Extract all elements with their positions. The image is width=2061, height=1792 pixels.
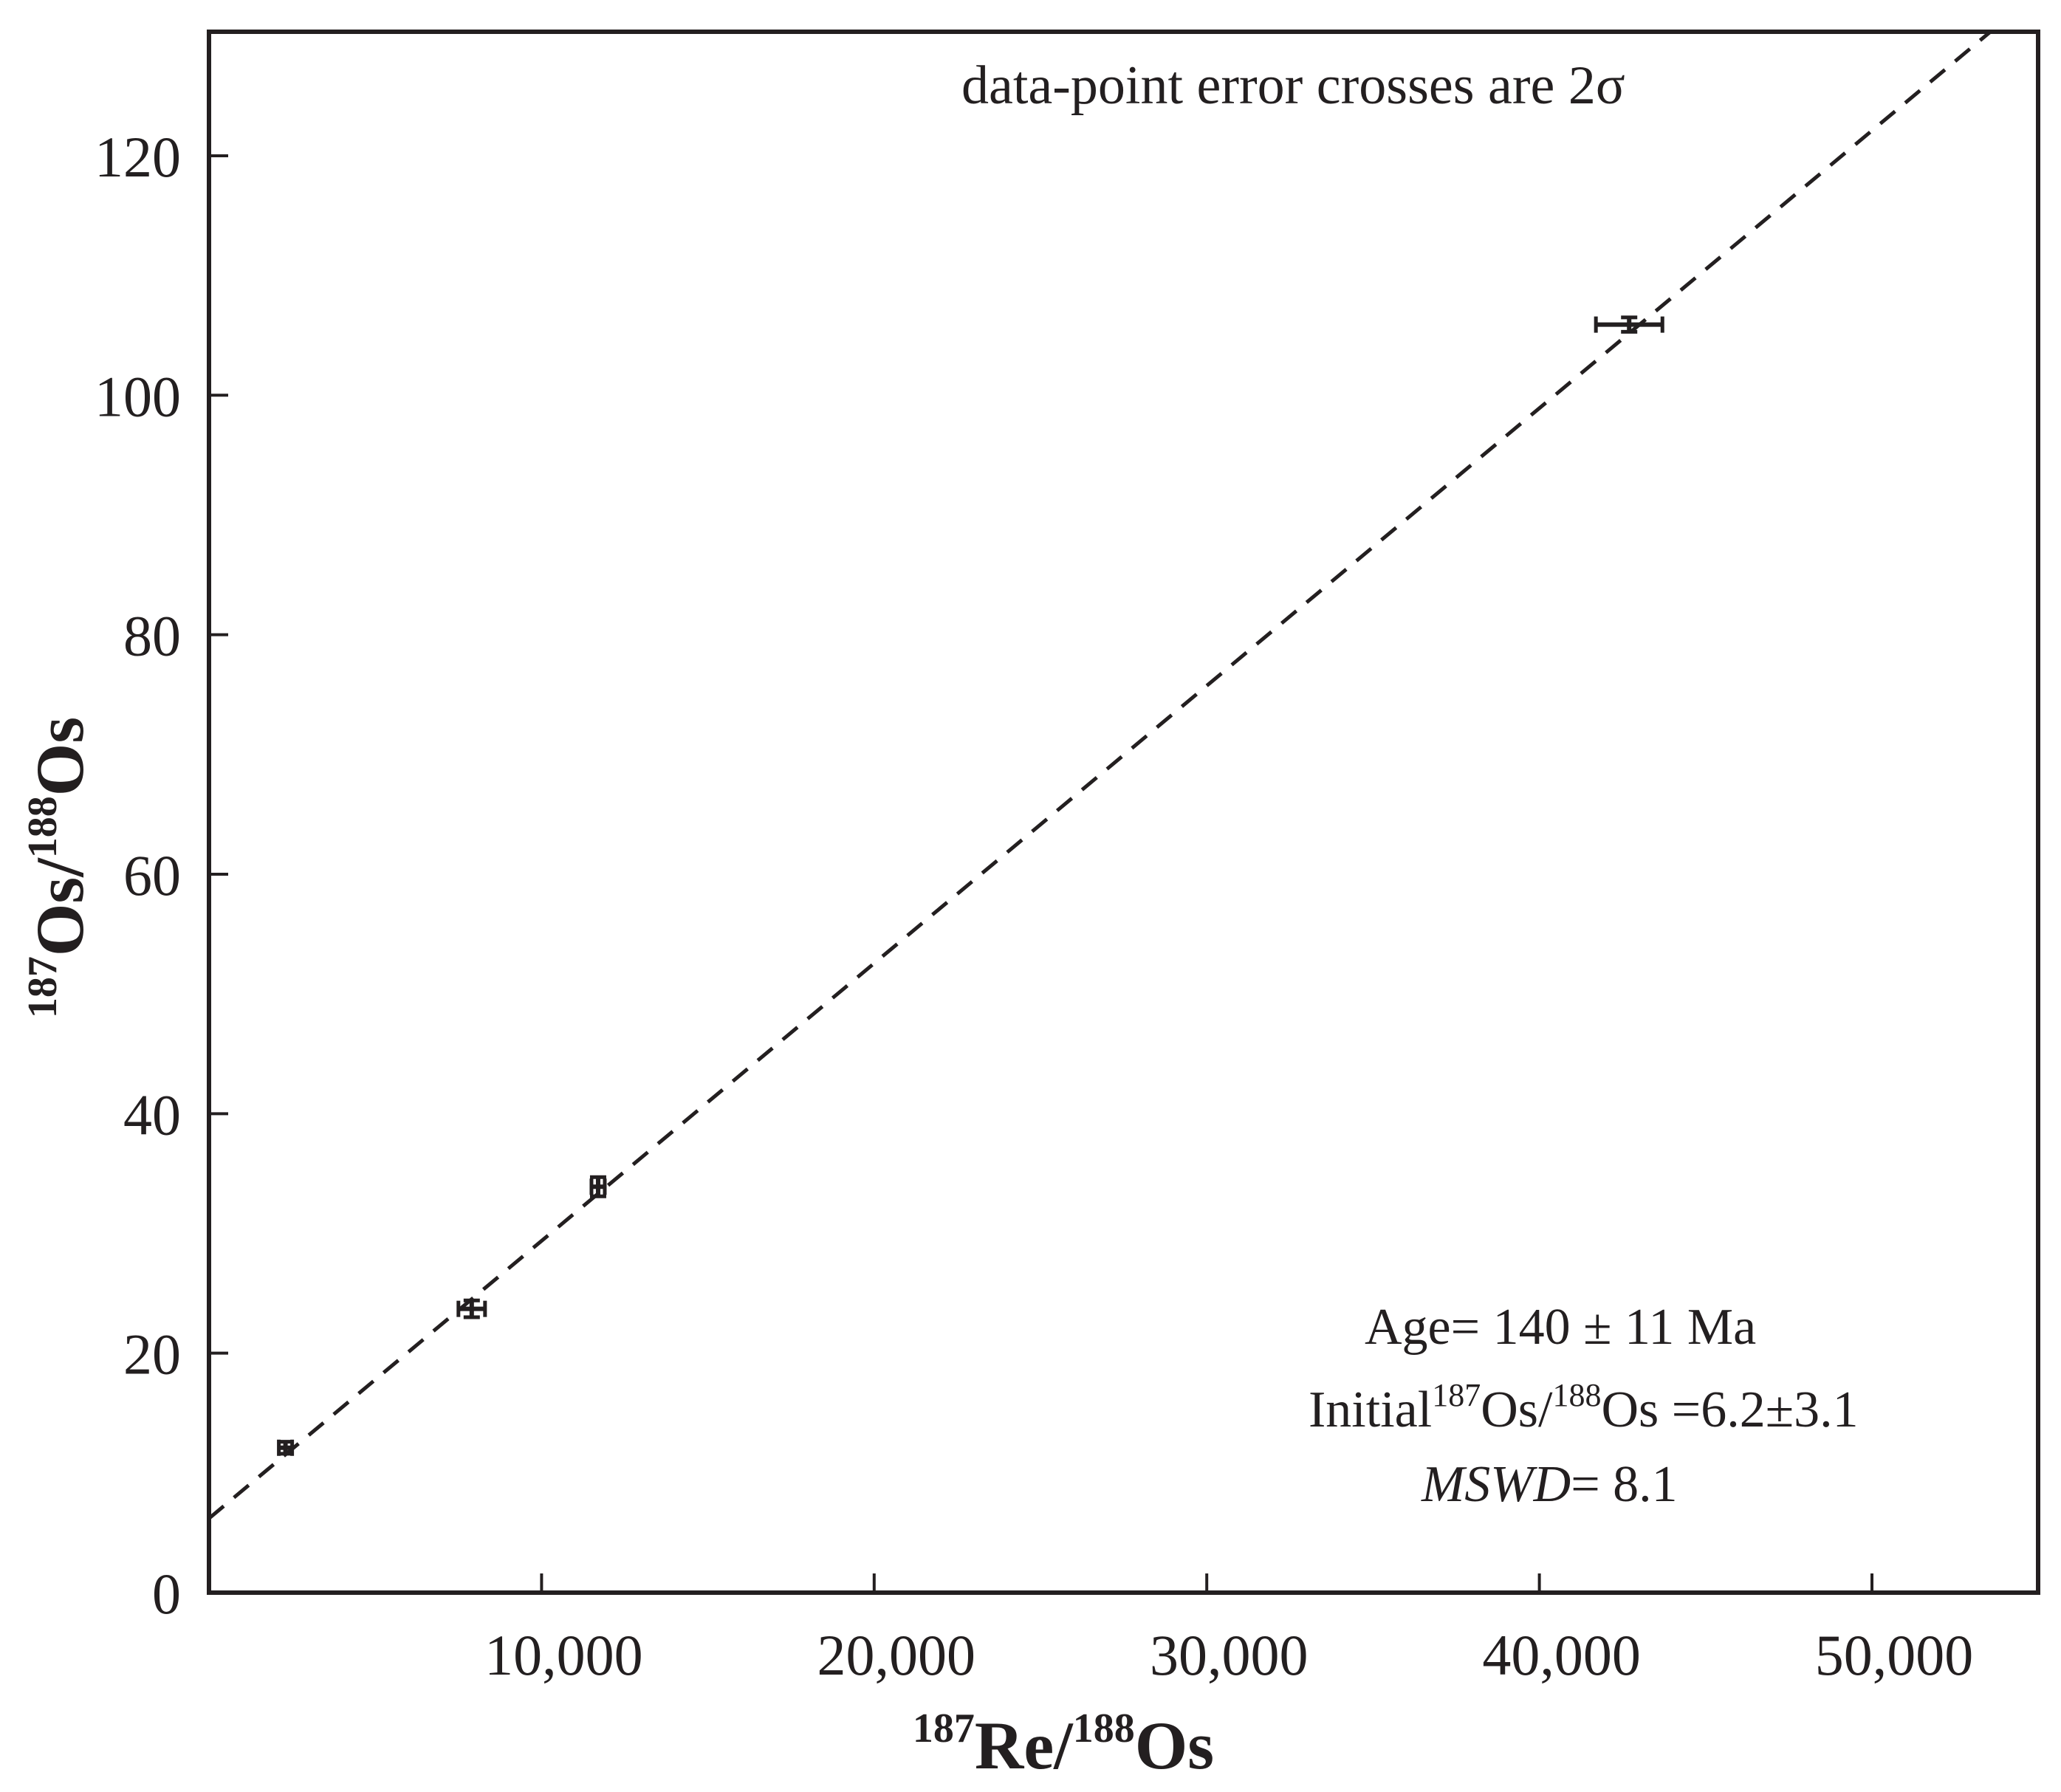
x-axis-title-sup2: 188	[1073, 1706, 1135, 1751]
y-axis-title-main1: Os/	[22, 857, 97, 956]
x-tick-label: 50,000	[1815, 1623, 1974, 1687]
error-note: data-point error crosses are 2σ	[961, 55, 1625, 116]
mswd-label: MSWD	[1421, 1456, 1571, 1513]
x-tick-label: 40,000	[1482, 1623, 1641, 1687]
mswd-value: = 8.1	[1571, 1456, 1677, 1513]
fit-line-layer	[209, 32, 1994, 1520]
x-tick-label: 20,000	[817, 1623, 976, 1687]
isochron-fit-line	[209, 32, 1994, 1520]
data-point	[1594, 315, 1664, 334]
y-tick-label: 120	[95, 125, 181, 189]
initial-suffix: Os =6.2±3.1	[1601, 1381, 1858, 1438]
y-axis-title-sup2: 188	[20, 796, 66, 858]
y-tick-label: 40	[123, 1082, 181, 1147]
y-axis-title: 187Os/188Os	[20, 717, 97, 1018]
data-point	[277, 1439, 295, 1456]
y-tick-label: 0	[152, 1562, 181, 1626]
initial-sup2: 188	[1552, 1377, 1601, 1413]
data-point	[589, 1175, 607, 1198]
y-tick-label: 80	[123, 604, 181, 668]
initial-sup1: 187	[1432, 1377, 1481, 1413]
y-tick-label: 100	[95, 364, 181, 428]
x-tick-label: 30,000	[1150, 1623, 1309, 1687]
initial-mid: Os/	[1481, 1381, 1553, 1438]
x-axis-ticks: 10,000 20,000 30,000 40,000 50,000	[484, 1573, 1973, 1687]
y-tick-label: 60	[123, 843, 181, 907]
mswd-annotation: MSWD= 8.1	[1421, 1456, 1678, 1513]
x-axis-title-main2: Os	[1135, 1708, 1214, 1783]
age-annotation: Age= 140 ± 11 Ma	[1365, 1299, 1756, 1356]
x-axis-title: 187Re/188Os	[913, 1706, 1214, 1783]
y-axis-ticks: 0 20 40 60 80 100 120	[95, 125, 228, 1626]
x-axis-title-sup1: 187	[913, 1706, 975, 1751]
initial-prefix: Initial	[1309, 1381, 1432, 1438]
x-tick-label: 10,000	[484, 1623, 643, 1687]
y-axis-title-sup1: 187	[20, 956, 66, 1018]
data-point	[456, 1298, 487, 1319]
plot-frame	[207, 30, 2040, 1595]
data-points-layer	[277, 315, 1664, 1456]
x-axis-title-main1: Re/	[975, 1708, 1074, 1783]
initial-ratio-annotation: Initial187Os/188Os =6.2±3.1	[1309, 1377, 1859, 1438]
y-tick-label: 20	[123, 1322, 181, 1387]
y-axis-title-main2: Os	[22, 717, 97, 796]
